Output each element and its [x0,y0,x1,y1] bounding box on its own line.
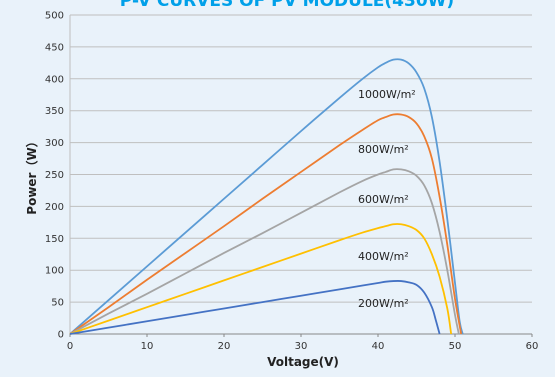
x-tick-label: 40 [372,341,385,352]
y-tick-label: 400 [45,74,64,85]
x-tick-label: 0 [67,341,73,352]
series-label-1: 1000W/m² [358,88,416,101]
series-label-4: 400W/m² [358,250,409,263]
axes-layer: 0 50 100 150 200 250 300 350 400 450 500 0 10 20 30 40 5… [45,11,538,353]
y-tick-label: 300 [45,138,64,149]
series-line-3 [69,168,460,335]
series-label-2: 800W/m² [358,143,409,156]
series-label-3: 600W/m² [358,193,409,206]
y-tick-label: 100 [45,266,64,277]
y-tick-label: 350 [45,106,64,117]
x-tick-label: 20 [218,341,231,352]
y-tick-label: 450 [45,42,64,53]
series-layer [69,58,464,335]
series-line-5 [69,280,441,335]
series-labels-layer: 1000W/m² 800W/m² 600W/m² 400W/m² 200W/m² [358,88,416,310]
x-tick-label: 10 [141,341,154,352]
x-tick-label: 30 [295,341,308,352]
grid-layer [70,14,532,303]
x-tick-label: 60 [526,341,539,352]
y-tick-label: 150 [45,234,64,245]
y-tick-label: 500 [45,11,64,22]
series-line-2 [69,113,463,335]
chart-title: P-V CURVES OF PV MODULE(430W) [120,0,454,11]
x-tick-label: 50 [449,341,462,352]
y-axis-title: Power（W） [24,135,39,214]
x-axis-title: Voltage(V) [267,355,339,369]
series-line-1 [69,58,464,335]
y-tick-label: 250 [45,170,64,181]
y-tick-label: 200 [45,202,64,213]
series-line-4 [69,223,453,335]
y-tick-label: 50 [51,298,64,309]
series-label-5: 200W/m² [358,297,409,310]
y-tick-label: 0 [58,330,64,341]
